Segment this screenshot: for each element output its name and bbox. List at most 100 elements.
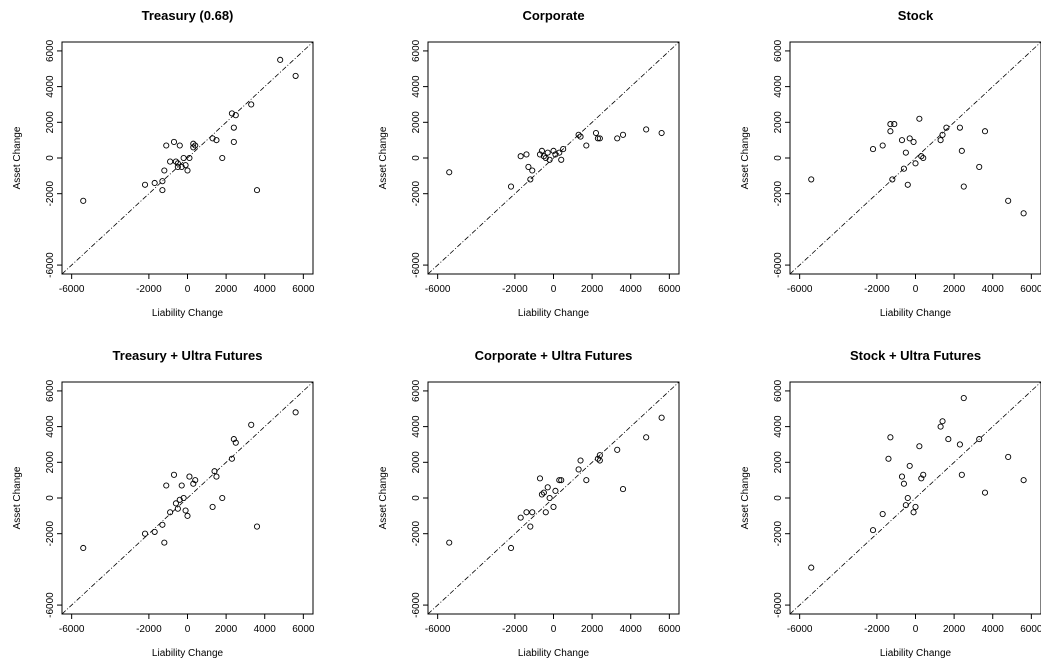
data-point — [902, 149, 909, 156]
data-point — [141, 181, 149, 188]
data-point — [190, 480, 197, 487]
y-tick-label: 6000 — [411, 39, 422, 62]
y-tick-label: 2000 — [45, 111, 56, 134]
data-point — [960, 183, 967, 190]
data-point — [596, 452, 603, 459]
data-point — [556, 477, 563, 484]
data-point — [939, 418, 946, 425]
x-tick-label: 2000 — [581, 284, 604, 295]
x-tick-label: 0 — [551, 624, 557, 635]
data-point — [159, 187, 166, 194]
data-point — [228, 110, 235, 117]
y-axis-label: Asset Change — [740, 126, 751, 189]
y-tick-label: -2000 — [773, 180, 784, 206]
data-point — [213, 137, 220, 144]
data-point — [552, 151, 559, 158]
data-point — [658, 414, 665, 421]
data-point — [176, 142, 183, 149]
y-axis-label: Asset Change — [378, 466, 389, 529]
identity-line — [61, 381, 314, 615]
y-tick-label: 2000 — [45, 451, 56, 474]
data-point — [619, 486, 627, 493]
x-tick-label: -2000 — [502, 284, 528, 295]
x-tick-label: 0 — [551, 284, 557, 295]
y-tick-label: -6000 — [411, 252, 422, 278]
data-point — [211, 468, 218, 475]
data-point — [643, 126, 650, 133]
data-point — [163, 142, 170, 149]
data-point — [178, 163, 185, 170]
x-tick-label: 4000 — [982, 284, 1005, 295]
data-point — [939, 131, 946, 138]
data-point — [277, 56, 284, 63]
y-tick-label: -6000 — [773, 252, 784, 278]
y-tick-label: 4000 — [411, 75, 422, 98]
x-axis-label: Liability Change — [152, 308, 224, 319]
data-point — [507, 544, 515, 552]
data-point — [918, 153, 925, 160]
y-axis-label: Asset Change — [740, 466, 751, 529]
data-point — [507, 183, 515, 190]
data-point — [80, 544, 87, 552]
data-point — [180, 494, 187, 502]
y-tick-label: 4000 — [773, 75, 784, 98]
data-point — [292, 409, 299, 416]
data-point — [248, 101, 255, 108]
data-point — [550, 503, 557, 510]
data-point — [945, 436, 952, 443]
data-point — [228, 455, 235, 462]
panel-5: Corporate + Ultra Futures -6000 -2000 0 2000… — [378, 348, 681, 659]
y-tick-label: 4000 — [773, 415, 784, 438]
x-tick-label: 6000 — [292, 624, 315, 635]
data-point — [232, 112, 239, 119]
panel-2: Corporate -6000 -2000 0 2000 4000 6000 -6000 -20… — [378, 8, 681, 319]
data-point — [910, 509, 917, 516]
y-tick-label: 6000 — [45, 39, 56, 62]
data-point — [577, 457, 584, 464]
y-tick-label: -2000 — [45, 520, 56, 546]
x-tick-label: 6000 — [292, 284, 315, 295]
x-tick-label: 4000 — [254, 284, 277, 295]
data-point — [292, 72, 299, 79]
data-point — [219, 494, 226, 502]
data-point — [230, 138, 237, 145]
data-point — [898, 137, 906, 144]
data-point — [190, 140, 197, 147]
data-point — [956, 124, 963, 131]
data-point — [172, 500, 179, 507]
x-tick-label: -2000 — [136, 284, 162, 295]
data-point — [161, 539, 168, 546]
data-point — [190, 144, 197, 151]
data-point — [446, 539, 453, 546]
data-point — [141, 530, 149, 537]
data-point — [981, 489, 989, 496]
data-point — [192, 477, 199, 484]
data-point — [887, 121, 894, 128]
x-axis-label: Liability Change — [518, 648, 590, 659]
data-point — [1005, 453, 1012, 461]
data-point — [912, 160, 919, 167]
data-point — [538, 491, 545, 498]
data-point — [592, 129, 600, 137]
x-tick-label: -6000 — [787, 624, 813, 635]
data-point — [920, 154, 927, 162]
data-point — [536, 475, 544, 482]
data-point — [904, 494, 911, 502]
y-tick-label: 0 — [773, 155, 784, 161]
data-point — [976, 163, 983, 170]
x-tick-label: -6000 — [59, 624, 85, 635]
data-point — [558, 156, 565, 163]
data-point — [1020, 477, 1027, 484]
data-point — [182, 162, 189, 169]
data-point — [808, 176, 815, 183]
identity-line — [789, 381, 1041, 615]
x-tick-label: 4000 — [254, 624, 277, 635]
data-point — [192, 142, 199, 149]
x-tick-label: -6000 — [59, 284, 85, 295]
data-point — [869, 146, 877, 153]
data-point — [902, 502, 909, 509]
data-point — [558, 477, 565, 484]
data-point — [174, 160, 181, 167]
x-tick-label: -6000 — [787, 284, 813, 295]
data-point — [174, 505, 181, 512]
